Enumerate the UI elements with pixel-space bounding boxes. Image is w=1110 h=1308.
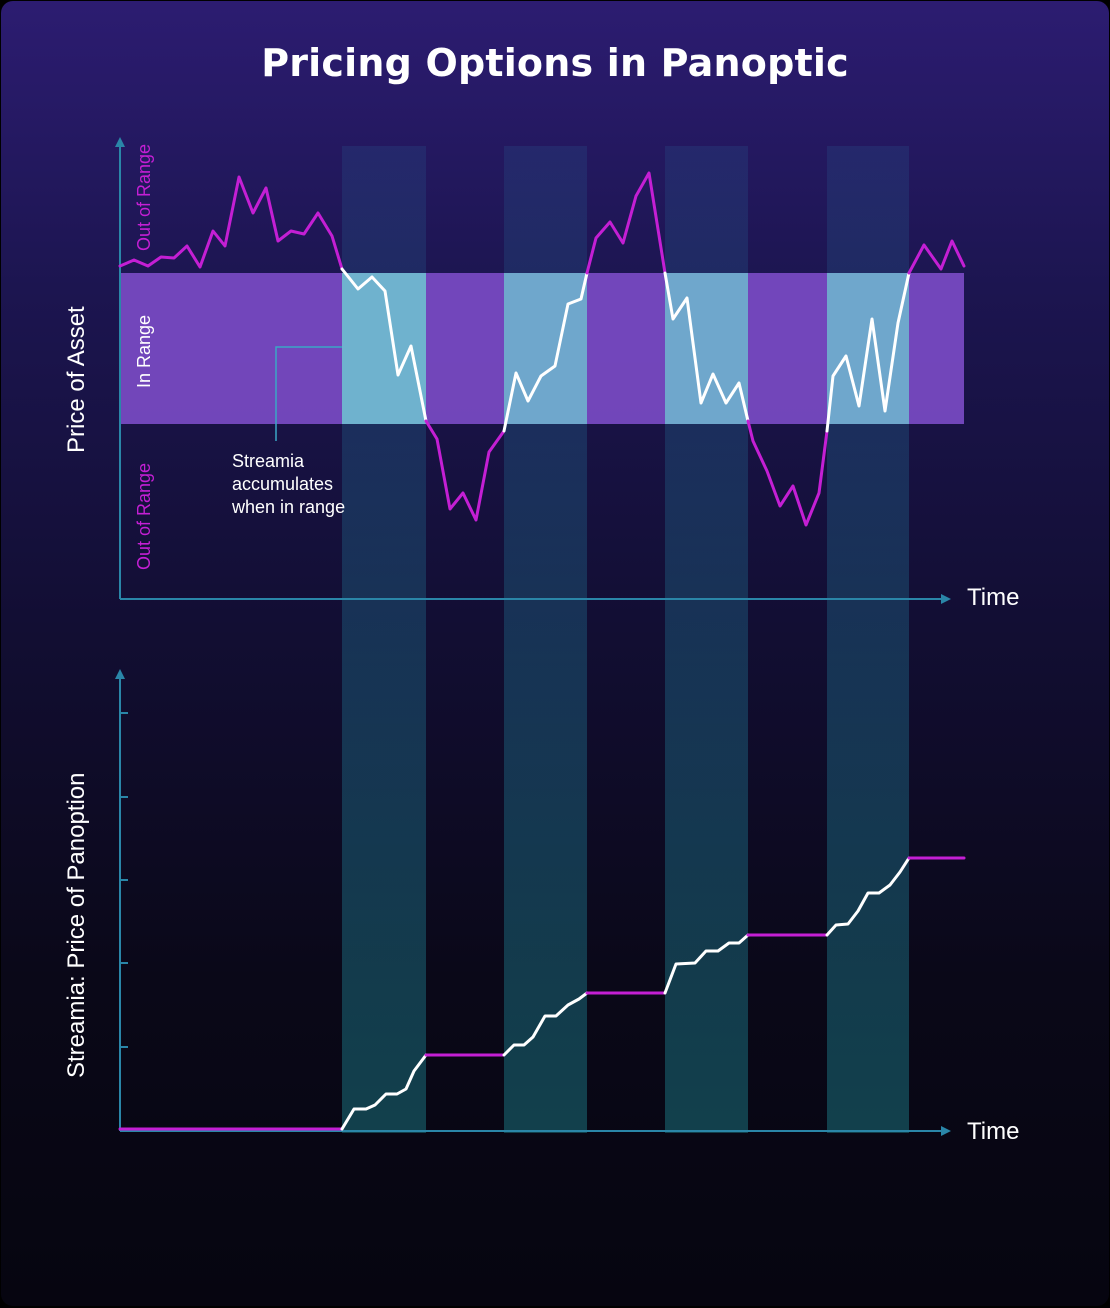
price-segment-in <box>340 267 428 423</box>
bottom-y-ticks <box>120 712 128 1048</box>
annotation-line-3: when in range <box>231 497 345 517</box>
streamia-path <box>118 856 966 1131</box>
bottom-y-axis-title: Streamia: Price of Panoption <box>63 773 90 1079</box>
annotation-leader-line <box>275 346 342 441</box>
streamia-rise <box>340 1053 428 1131</box>
price-segment-in <box>502 271 589 433</box>
top-x-axis-title: Time <box>967 584 1019 611</box>
diagram-title: Pricing Options in Panoptic <box>261 41 849 85</box>
price-segment-in <box>663 271 750 423</box>
top-y-axis-title: Price of Asset <box>63 306 90 453</box>
annotation-line-2: accumulates <box>232 474 333 494</box>
in-range-label: In Range <box>134 315 154 388</box>
in-range-highlights <box>342 273 909 424</box>
price-segment-out <box>746 419 829 527</box>
streamia-rise <box>502 991 589 1057</box>
upper-out-of-range-label: Out of Range <box>134 144 154 251</box>
annotation-line-1: Streamia <box>232 451 305 471</box>
price-segment-out <box>424 419 506 522</box>
price-segment-out <box>118 175 344 271</box>
price-segment-out <box>585 171 667 275</box>
streamia-rise <box>663 933 750 995</box>
price-segment-out <box>907 239 966 275</box>
lower-out-of-range-label: Out of Range <box>134 463 154 570</box>
bottom-x-axis-title: Time <box>967 1118 1019 1145</box>
streamia-rise <box>825 856 911 937</box>
price-segment-in <box>825 271 911 433</box>
price-path <box>118 171 966 527</box>
